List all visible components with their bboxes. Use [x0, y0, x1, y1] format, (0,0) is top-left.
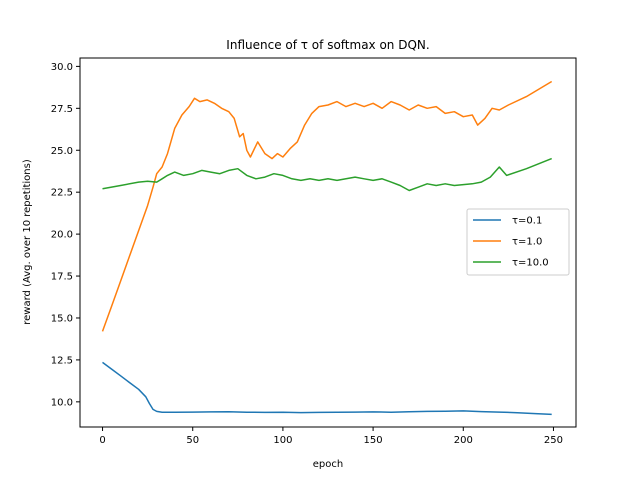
plot-frame — [79, 57, 577, 428]
x-axis-label: epoch — [313, 459, 343, 470]
series-line-2 — [102, 157, 552, 192]
y-tick-label: 17.5 — [51, 272, 73, 283]
legend-label-0: τ=0.1 — [512, 216, 542, 227]
legend-label-2: τ=10.0 — [512, 258, 549, 269]
legend-box — [466, 208, 570, 276]
chart-title: Influence of τ of softmax on DQN. — [226, 38, 429, 52]
y-tick-label: 10.0 — [51, 397, 73, 408]
x-tick-label: 0 — [99, 435, 105, 446]
x-tick-label: 250 — [544, 435, 563, 446]
y-axis: 10.0 12.5 15.0 17.5 20.0 22.5 25.0 27.5 30.0 — [51, 62, 80, 408]
legend-label-1: τ=1.0 — [512, 237, 542, 248]
y-tick-label: 12.5 — [51, 355, 73, 366]
y-tick-label: 30.0 — [51, 62, 73, 73]
x-tick-label: 100 — [273, 435, 292, 446]
y-axis-label: reward (Avg. over 10 repetitions) — [22, 159, 33, 325]
y-tick-label: 25.0 — [51, 146, 73, 157]
series-layer — [101, 80, 553, 416]
y-tick-label: 15.0 — [51, 313, 73, 324]
x-tick-label: 150 — [364, 435, 383, 446]
x-axis: 0 50 100 150 200 250 — [99, 427, 563, 446]
y-tick-label: 20.0 — [51, 230, 73, 241]
series-line-0 — [102, 361, 552, 416]
series-line-1 — [101, 80, 553, 332]
x-tick-label: 50 — [186, 435, 199, 446]
y-tick-label: 27.5 — [51, 104, 73, 115]
x-tick-label: 200 — [454, 435, 473, 446]
y-tick-label: 22.5 — [51, 188, 73, 199]
legend: τ=0.1 τ=1.0 τ=10.0 — [466, 208, 570, 276]
